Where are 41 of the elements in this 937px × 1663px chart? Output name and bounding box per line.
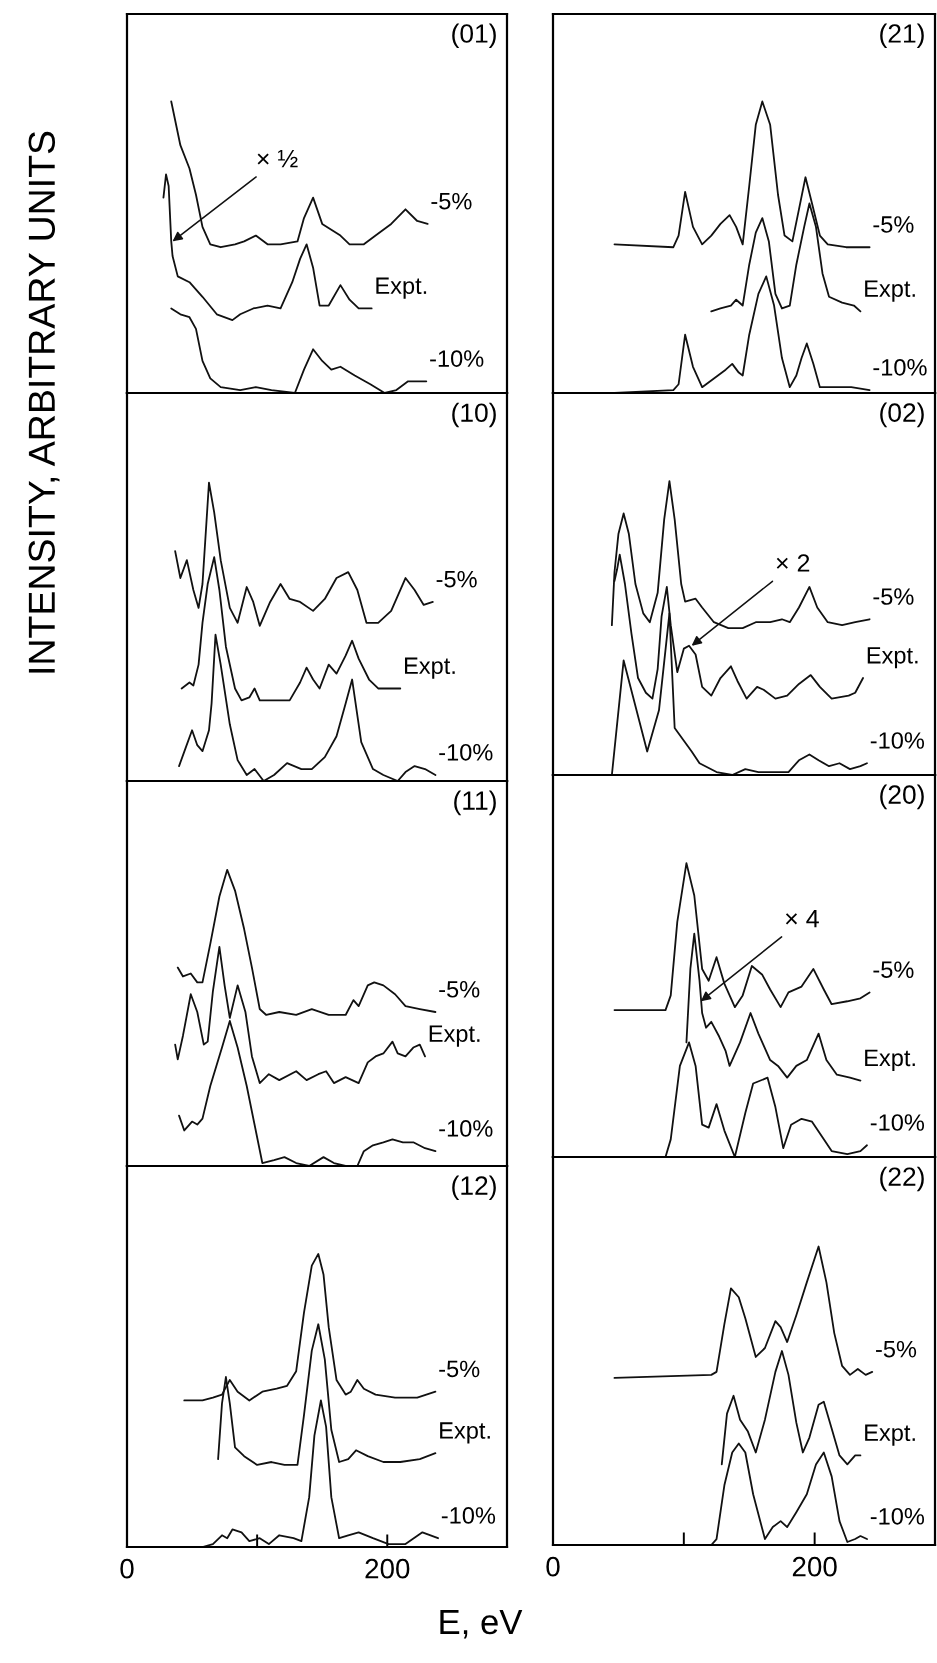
chart-title: (20) bbox=[880, 784, 924, 810]
series-label: -10% bbox=[439, 1120, 493, 1137]
series-label: -5% bbox=[439, 1360, 480, 1378]
annotation: × ½ bbox=[257, 150, 298, 168]
series-label: -5% bbox=[431, 192, 472, 210]
series-label: Expt. bbox=[440, 1422, 490, 1444]
annotation: × 2 bbox=[776, 554, 810, 572]
series-label: -5% bbox=[873, 588, 914, 605]
x-axis-title: E, eV bbox=[440, 1610, 523, 1639]
series-label: Expt. bbox=[429, 1025, 480, 1047]
x-tick-label: 200 bbox=[792, 1556, 837, 1577]
series-label: Expt. bbox=[867, 647, 918, 669]
chart-title: (10) bbox=[452, 402, 496, 428]
chart-title: (11) bbox=[454, 790, 496, 816]
series-label: -10% bbox=[870, 1507, 925, 1525]
chart-title: (21) bbox=[880, 23, 924, 49]
chart-title: (22) bbox=[880, 1166, 924, 1192]
series-label: -10% bbox=[870, 732, 925, 749]
x-tick-label: 0 bbox=[546, 1556, 560, 1577]
x-tick-label: 0 bbox=[120, 1558, 134, 1579]
series-label: -10% bbox=[870, 1114, 925, 1131]
series-label: -5% bbox=[439, 980, 480, 998]
x-tick-label: 200 bbox=[365, 1558, 410, 1579]
series-label: -5% bbox=[876, 1340, 917, 1358]
series-label: -5% bbox=[873, 216, 914, 233]
series-label: -10% bbox=[439, 743, 493, 761]
series-label: -10% bbox=[441, 1507, 496, 1524]
series-label: Expt. bbox=[376, 277, 427, 299]
series-label: Expt. bbox=[865, 280, 915, 302]
annotation: × 4 bbox=[785, 909, 819, 928]
series-label: Expt. bbox=[865, 1424, 915, 1446]
series-label: Expt. bbox=[405, 657, 455, 679]
series-label: -10% bbox=[873, 358, 927, 376]
series-label: -5% bbox=[436, 570, 477, 588]
chart-title: (01) bbox=[452, 23, 496, 49]
series-label: Expt. bbox=[865, 1049, 915, 1071]
chart-title: (12) bbox=[452, 1175, 496, 1201]
series-label: -10% bbox=[430, 350, 484, 367]
chart-title: (02) bbox=[880, 402, 924, 428]
y-axis-title: INTENSITY, ARBITRARY UNITS bbox=[28, 131, 60, 673]
series-label: -5% bbox=[873, 961, 914, 979]
